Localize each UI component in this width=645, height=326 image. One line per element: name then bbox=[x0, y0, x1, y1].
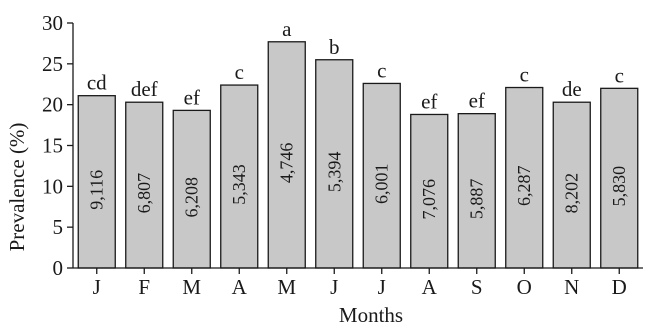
x-tick-label: N bbox=[564, 275, 579, 299]
significance-letter: c bbox=[520, 63, 529, 87]
x-tick-label: A bbox=[232, 275, 248, 299]
sample-count-label: 5,887 bbox=[467, 179, 487, 220]
y-tick-label: 5 bbox=[53, 215, 64, 239]
x-tick-label: S bbox=[471, 275, 483, 299]
sample-count-label: 4,746 bbox=[277, 143, 297, 184]
significance-letter: a bbox=[282, 17, 292, 41]
bar bbox=[77, 95, 116, 269]
bar bbox=[125, 101, 164, 269]
bar bbox=[315, 59, 354, 269]
x-axis-label: Months bbox=[339, 303, 403, 326]
bar bbox=[600, 87, 639, 269]
y-ticks-group: 0 5 10 15 20 25 30 bbox=[42, 11, 73, 280]
sample-count-label: 9,116 bbox=[87, 170, 107, 210]
bar bbox=[172, 109, 211, 269]
bar bbox=[552, 101, 591, 269]
x-tick-label: D bbox=[612, 275, 627, 299]
significance-letter: c bbox=[235, 60, 244, 84]
y-tick-label: 10 bbox=[42, 174, 63, 198]
x-tick-label: J bbox=[330, 275, 338, 299]
y-tick-label: 20 bbox=[42, 93, 63, 117]
significance-letter: b bbox=[329, 35, 340, 59]
sample-count-label: 8,202 bbox=[562, 173, 582, 214]
bar bbox=[220, 84, 259, 269]
sample-count-label: 5,394 bbox=[324, 152, 344, 193]
bar bbox=[505, 86, 544, 269]
y-tick-label: 15 bbox=[42, 134, 63, 158]
y-axis-label: Prevalence (%) bbox=[5, 123, 29, 252]
significance-letter: cd bbox=[87, 71, 107, 95]
bars-group bbox=[77, 41, 639, 269]
x-tick-label: M bbox=[182, 275, 201, 299]
sample-count-label: 5,830 bbox=[609, 166, 629, 207]
sample-count-label: 6,208 bbox=[182, 177, 202, 218]
significance-letter: ef bbox=[421, 89, 437, 113]
bar bbox=[410, 113, 449, 269]
sample-count-label: 6,001 bbox=[372, 163, 392, 204]
significance-letter: def bbox=[131, 77, 158, 101]
y-tick-label: 30 bbox=[42, 11, 63, 35]
significance-letter: ef bbox=[469, 89, 485, 113]
sample-count-label: 6,287 bbox=[514, 166, 534, 207]
significance-letter: ef bbox=[184, 85, 200, 109]
x-tick-label: A bbox=[422, 275, 438, 299]
sample-counts-group: 9,116 6,807 6,208 5,343 4,746 5,394 6,001 7,076… bbox=[87, 143, 630, 220]
x-tick-label: J bbox=[378, 275, 386, 299]
sample-count-label: 6,807 bbox=[134, 173, 154, 214]
y-tick-label: 25 bbox=[42, 52, 63, 76]
significance-letter: de bbox=[562, 77, 582, 101]
x-tick-label: O bbox=[517, 275, 532, 299]
x-tick-label: F bbox=[138, 275, 150, 299]
sample-count-label: 5,343 bbox=[229, 164, 249, 205]
significance-letter: c bbox=[377, 58, 386, 82]
x-tick-label: J bbox=[93, 275, 101, 299]
y-tick-label: 0 bbox=[53, 256, 64, 280]
x-tick-label: M bbox=[277, 275, 296, 299]
sample-count-label: 7,076 bbox=[419, 179, 439, 220]
significance-letter: c bbox=[615, 63, 624, 87]
significance-letters-group: cd def ef c a b c ef ef c de c bbox=[87, 17, 624, 114]
